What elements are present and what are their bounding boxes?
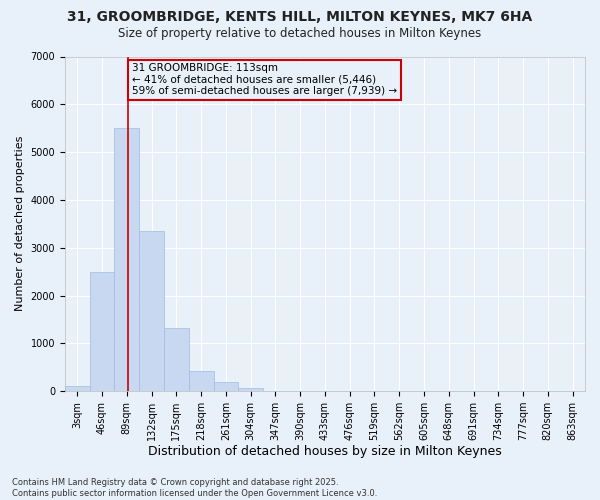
Bar	[115, 128, 139, 391]
Text: Contains HM Land Registry data © Crown copyright and database right 2025.
Contai: Contains HM Land Registry data © Crown c…	[12, 478, 377, 498]
Bar	[139, 231, 164, 391]
Text: 31, GROOMBRIDGE, KENTS HILL, MILTON KEYNES, MK7 6HA: 31, GROOMBRIDGE, KENTS HILL, MILTON KEYN…	[67, 10, 533, 24]
Y-axis label: Number of detached properties: Number of detached properties	[15, 136, 25, 312]
Bar	[65, 386, 89, 391]
Text: Size of property relative to detached houses in Milton Keynes: Size of property relative to detached ho…	[118, 28, 482, 40]
Bar	[164, 328, 189, 391]
X-axis label: Distribution of detached houses by size in Milton Keynes: Distribution of detached houses by size …	[148, 444, 502, 458]
Bar	[214, 382, 238, 391]
Text: 31 GROOMBRIDGE: 113sqm
← 41% of detached houses are smaller (5,446)
59% of semi-: 31 GROOMBRIDGE: 113sqm ← 41% of detached…	[132, 63, 397, 96]
Bar	[238, 388, 263, 391]
Bar	[89, 272, 115, 391]
Bar	[189, 371, 214, 391]
